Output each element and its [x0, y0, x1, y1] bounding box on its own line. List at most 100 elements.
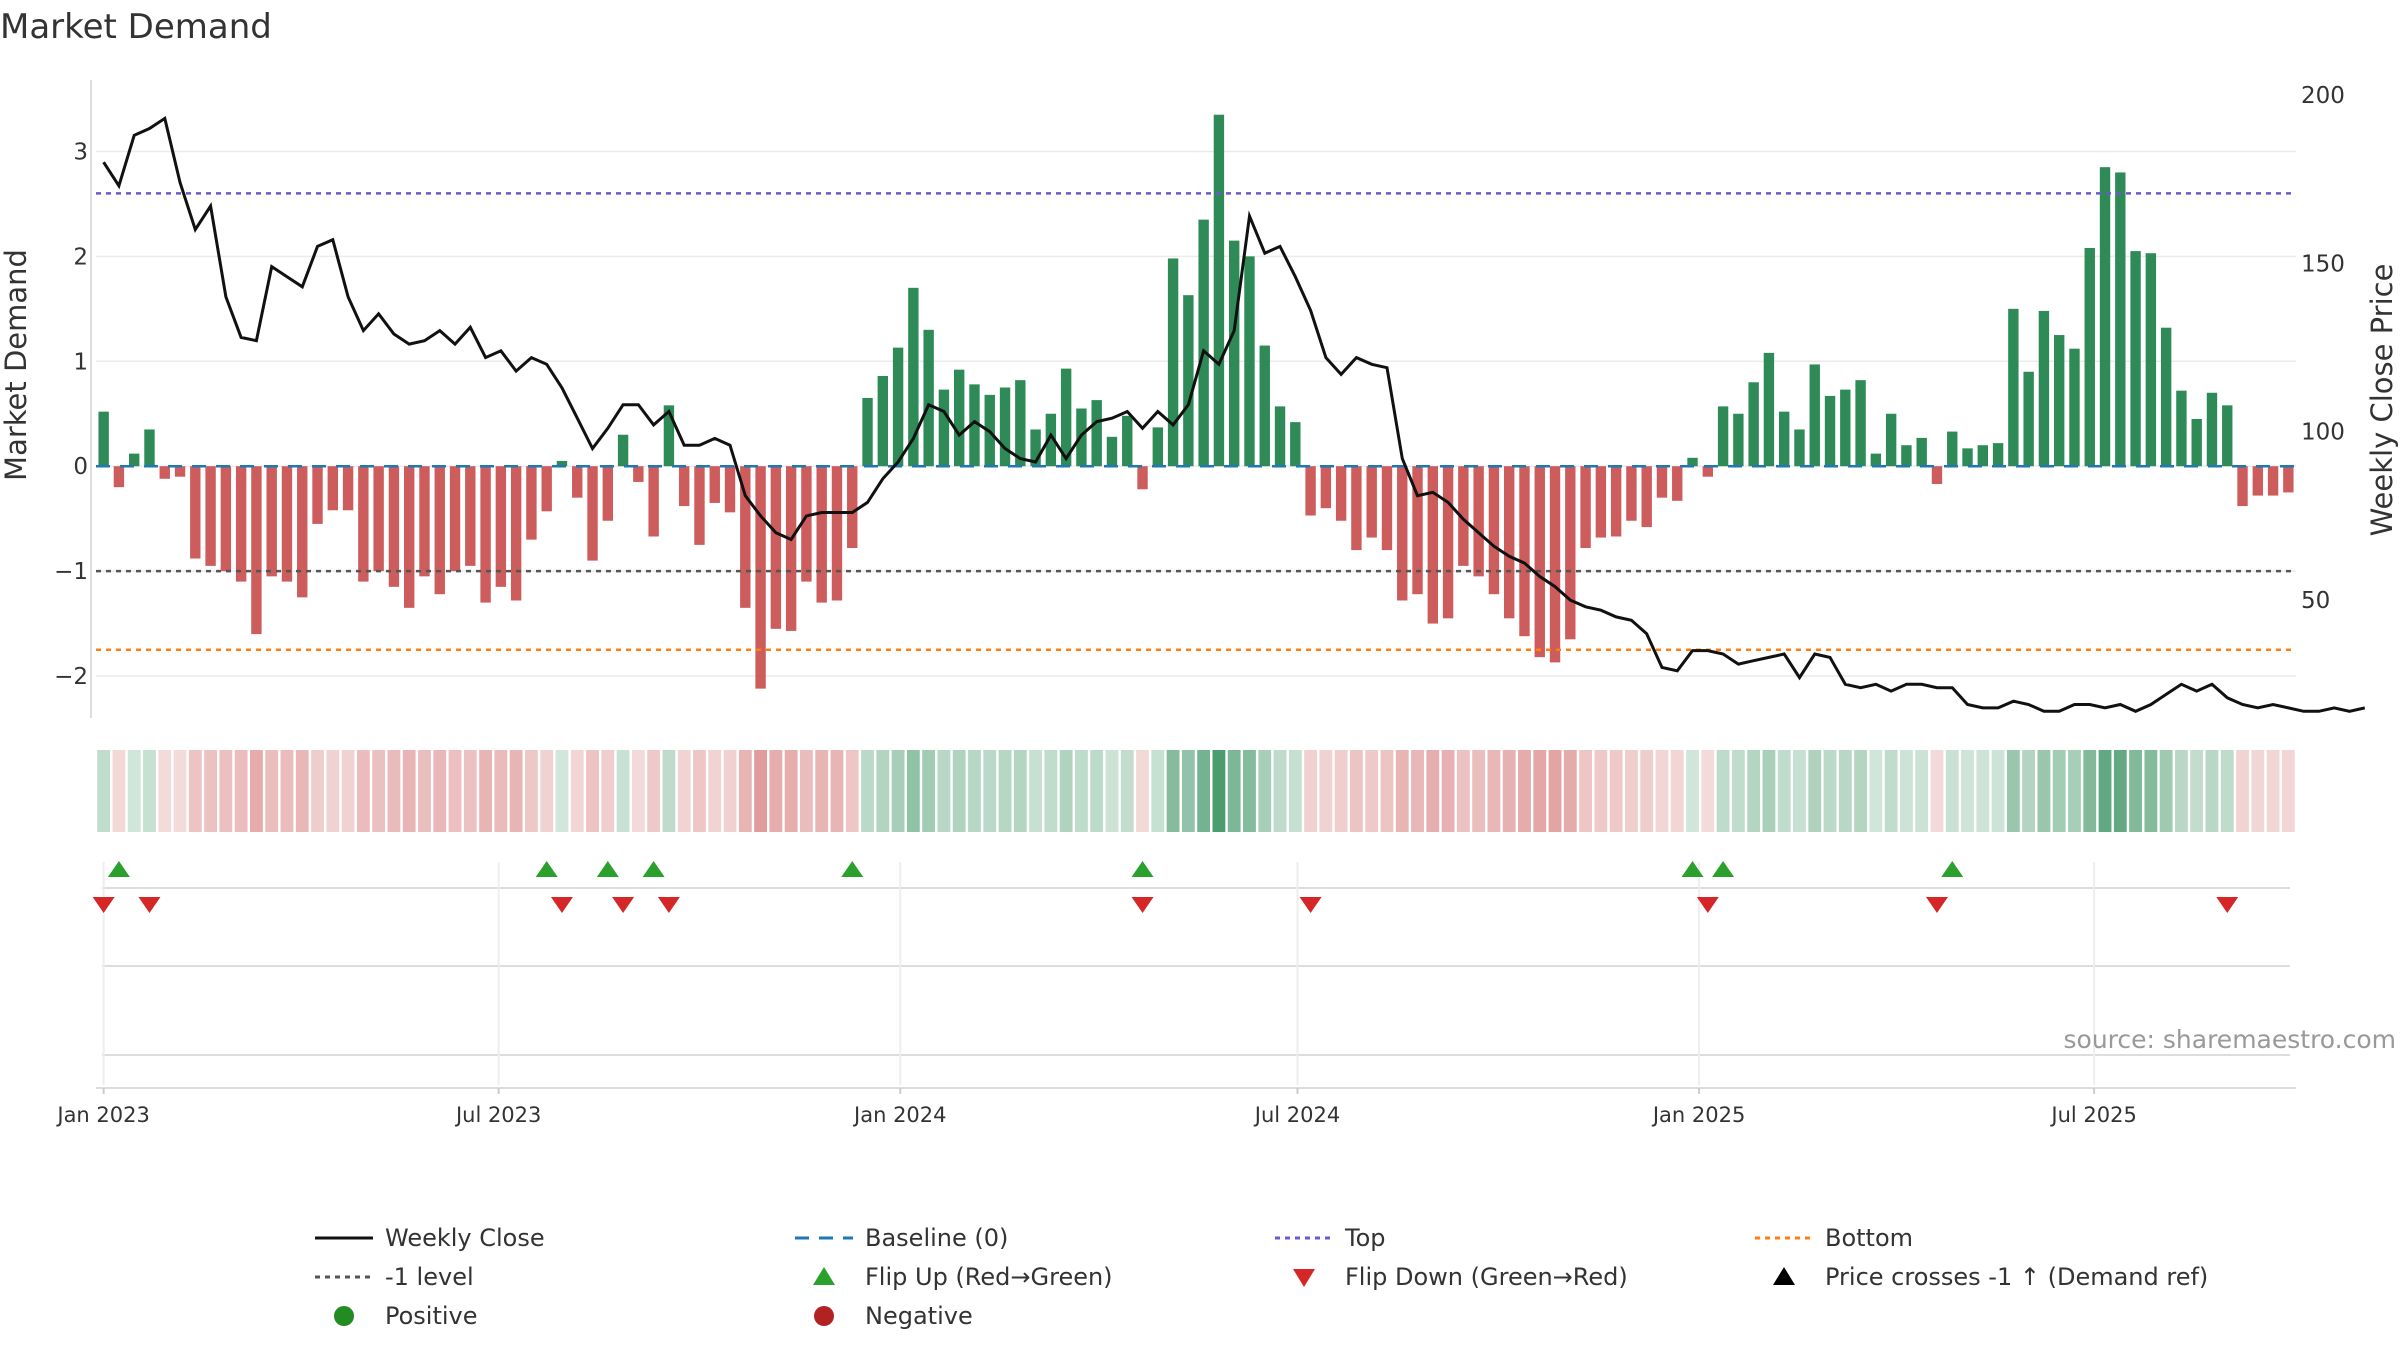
heat-cell — [815, 750, 829, 832]
heat-cell — [1731, 750, 1745, 832]
demand-bar — [1947, 431, 1958, 467]
legend-item: Price crosses -1 ↑ (Demand ref) — [1773, 1263, 2208, 1291]
legend-label: Flip Up (Red→Green) — [865, 1263, 1113, 1291]
legend-label: Baseline (0) — [865, 1224, 1008, 1252]
demand-bar — [617, 434, 629, 467]
x-tick-label: Jul 2025 — [2049, 1103, 2136, 1127]
legend-swatch — [814, 1306, 834, 1326]
demand-bar — [709, 466, 720, 503]
heat-cell — [968, 750, 981, 832]
demand-bar — [2252, 466, 2263, 496]
demand-bar — [770, 466, 782, 629]
heat-cell — [1029, 750, 1042, 832]
heat-cell — [2052, 750, 2066, 832]
heat-cell — [876, 750, 890, 832]
demand-bar — [1885, 413, 1897, 467]
legend-label: Positive — [385, 1302, 478, 1330]
heat-cell — [1655, 750, 1669, 832]
flip-down-marker — [550, 897, 573, 913]
heat-cell — [433, 750, 447, 832]
heat-cell — [2113, 750, 2127, 832]
demand-bar — [2267, 466, 2279, 496]
demand-bar — [1870, 453, 1882, 467]
legend-swatch — [1293, 1269, 1315, 1287]
demand-bar — [1259, 345, 1270, 467]
heat-cell — [708, 750, 722, 832]
heat-cell — [1686, 750, 1699, 832]
heat-cell — [127, 750, 141, 832]
heat-cell — [2205, 750, 2219, 832]
heat-cell — [509, 750, 523, 832]
heat-cell — [1487, 750, 1501, 832]
demand-bar — [556, 460, 568, 467]
demand-bar — [1045, 413, 1057, 467]
demand-bar — [1626, 466, 1637, 521]
heat-cell — [769, 750, 783, 832]
flip-up-marker — [596, 861, 619, 877]
flip-up-marker — [841, 861, 864, 877]
demand-bar — [954, 369, 965, 467]
y-tick-left: −1 — [54, 559, 88, 585]
demand-bar — [2038, 310, 2050, 467]
demand-bar — [1931, 466, 1943, 485]
heat-cell — [906, 750, 920, 832]
demand-bar — [862, 398, 873, 467]
demand-bar — [847, 466, 858, 549]
demand-bar — [2191, 418, 2202, 467]
demand-bar — [404, 466, 415, 608]
heat-cell — [1915, 750, 1929, 832]
demand-bar — [999, 387, 1011, 467]
heat-cell — [1350, 750, 1363, 832]
legend-swatch — [813, 1267, 835, 1285]
demand-bar — [480, 466, 491, 603]
demand-bar — [1198, 219, 1209, 467]
demand-bar — [587, 466, 598, 561]
x-axis: Jan 2023 Jul 2023 Jan 2024 Jul 2024 Jan 2025… — [55, 1088, 2137, 1127]
heat-cell — [448, 750, 462, 832]
heat-cell — [937, 750, 951, 832]
heat-cell — [326, 750, 340, 832]
demand-bar — [2206, 392, 2218, 467]
demand-bar — [1672, 466, 1683, 501]
heat-cell — [540, 750, 554, 832]
demand-bar — [1320, 466, 1332, 509]
demand-bar — [648, 466, 659, 537]
heat-cell — [784, 750, 798, 832]
demand-bar — [572, 466, 583, 498]
demand-bar — [724, 466, 736, 513]
demand-bar — [1549, 466, 1561, 663]
heat-cell — [998, 750, 1012, 832]
heat-cell — [1044, 750, 1058, 832]
heat-cell — [1151, 750, 1165, 832]
demand-bar — [2176, 390, 2187, 467]
heat-cell — [188, 750, 202, 832]
heat-cell — [280, 750, 294, 832]
flip-down-marker — [138, 897, 161, 913]
flip-down-marker — [612, 897, 635, 913]
demand-bar — [190, 466, 201, 559]
heat-cell — [1640, 750, 1654, 832]
heat-cell — [1609, 750, 1623, 832]
demand-bar — [1381, 466, 1393, 551]
demand-bar — [1809, 364, 1820, 467]
demand-bar — [220, 466, 232, 572]
demand-bar — [1565, 466, 1576, 640]
demand-bar — [373, 466, 384, 572]
heat-cell — [2129, 750, 2142, 832]
heat-cell — [1472, 750, 1486, 832]
heat-cell — [1334, 750, 1348, 832]
demand-bar — [312, 466, 323, 524]
heat-cell — [1426, 750, 1440, 832]
heat-cell — [616, 750, 630, 832]
heat-cell — [2022, 750, 2036, 832]
demand-bar — [2237, 466, 2248, 507]
demand-bar — [1702, 466, 1713, 477]
heat-cell — [1411, 750, 1424, 832]
demand-bar — [144, 429, 155, 467]
demand-bar — [1412, 466, 1423, 595]
heat-cell — [1762, 750, 1776, 832]
heat-cell — [1456, 750, 1470, 832]
heat-cell — [341, 750, 355, 832]
demand-bar — [2084, 247, 2095, 467]
demand-bar — [1305, 466, 1316, 516]
